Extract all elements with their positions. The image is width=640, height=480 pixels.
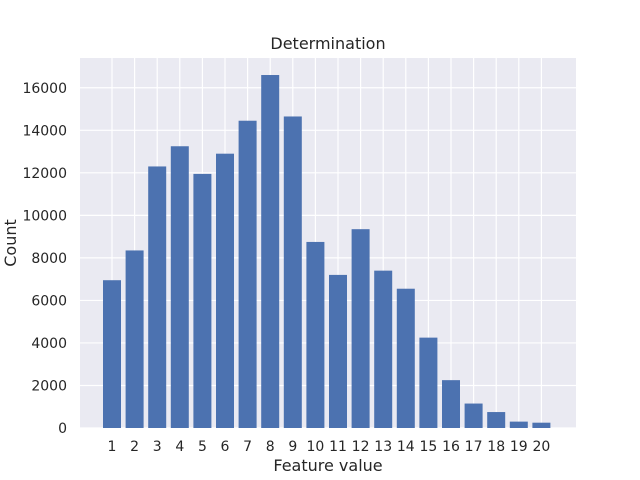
x-tick-label: 17 (465, 439, 483, 455)
y-tick-label: 10000 (22, 208, 67, 224)
bar-2 (125, 250, 144, 428)
x-tick-label: 16 (442, 439, 460, 455)
bar-17 (464, 403, 483, 428)
bar-16 (442, 380, 460, 428)
x-tick-label: 2 (130, 439, 139, 455)
bar-1 (103, 280, 121, 428)
y-tick-label: 14000 (22, 123, 67, 139)
bar-9 (283, 116, 302, 428)
x-tick-label: 1 (108, 439, 117, 455)
bar-15 (419, 337, 438, 428)
y-tick-label: 0 (58, 421, 67, 437)
y-tick-label: 8000 (31, 251, 67, 267)
bar-19 (509, 421, 528, 428)
bar-4 (170, 146, 189, 428)
x-tick-label: 6 (221, 439, 230, 455)
x-tick-label: 5 (198, 439, 207, 455)
y-tick-label: 6000 (31, 293, 67, 309)
y-tick-label: 12000 (22, 166, 67, 182)
x-tick-label: 9 (288, 439, 297, 455)
x-tick-label: 3 (153, 439, 162, 455)
bar-8 (261, 75, 280, 428)
bar-7 (238, 120, 257, 428)
bar-20 (532, 422, 551, 428)
x-tick-labels: 1 2 3 4 5 6 7 8 9 10 11 12 13 14 15 16 17 18 19 20 (108, 439, 551, 455)
bars (103, 75, 551, 429)
y-tick-label: 16000 (22, 81, 67, 97)
bar-6 (216, 153, 234, 429)
x-tick-label: 13 (374, 439, 392, 455)
bar-3 (148, 166, 167, 428)
bar-11 (329, 274, 347, 428)
x-tick-label: 14 (397, 439, 415, 455)
x-tick-label: 18 (487, 439, 505, 455)
x-tick-label: 8 (266, 439, 275, 455)
bar-5 (193, 173, 212, 428)
bar-12 (351, 229, 370, 428)
y-tick-labels: 0 2000 4000 6000 8000 10000 12000 14000 16000 (22, 81, 67, 437)
bar-13 (374, 270, 393, 428)
x-tick-label: 15 (419, 439, 437, 455)
bar-14 (396, 288, 415, 428)
x-tick-label: 11 (329, 439, 347, 455)
chart-title: Determination (270, 34, 385, 53)
y-axis-label: Count (1, 219, 20, 267)
y-tick-label: 2000 (31, 378, 67, 394)
x-tick-label: 4 (175, 439, 184, 455)
bar-10 (306, 241, 325, 428)
x-tick-label: 19 (510, 439, 528, 455)
y-tick-label: 4000 (31, 336, 67, 352)
x-tick-label: 7 (243, 439, 252, 455)
x-axis-label: Feature value (273, 456, 382, 475)
x-tick-label: 10 (306, 439, 324, 455)
x-tick-label: 20 (532, 439, 550, 455)
x-tick-label: 12 (352, 439, 370, 455)
bar-18 (487, 412, 506, 428)
